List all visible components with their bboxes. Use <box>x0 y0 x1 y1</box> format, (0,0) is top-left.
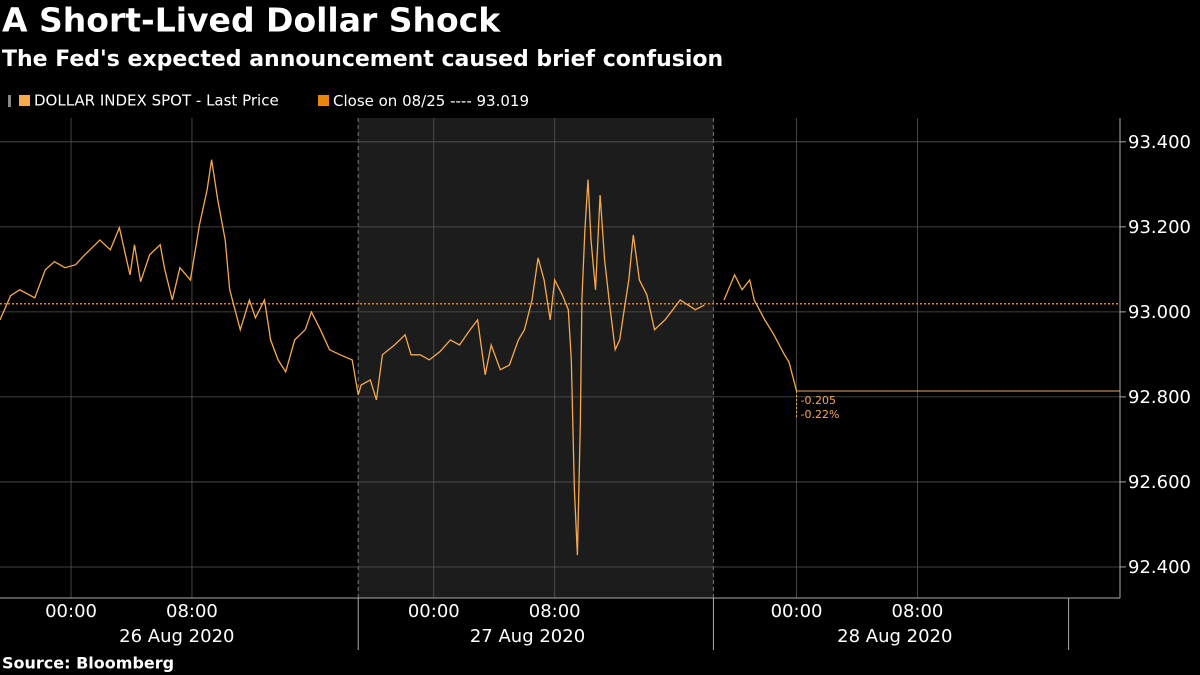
legend-swatch <box>8 95 11 107</box>
date-label: 26 Aug 2020 <box>119 626 234 647</box>
legend-swatch <box>318 95 329 106</box>
change-label: -0.22% <box>801 408 840 421</box>
date-label: 27 Aug 2020 <box>470 626 585 647</box>
x-tick-label: 08:00 <box>166 601 218 622</box>
session-shade <box>358 118 714 598</box>
x-tick-label: 00:00 <box>45 601 97 622</box>
legend-value: 93.019 <box>477 92 530 110</box>
price-line <box>0 159 798 556</box>
legend-swatch <box>19 95 30 106</box>
y-tick-label: 92.600 <box>1128 472 1191 493</box>
legend-label: Close on 08/25 ---- <box>333 92 472 110</box>
x-tick-label: 00:00 <box>771 601 823 622</box>
legend-label: DOLLAR INDEX SPOT - Last Price <box>34 92 279 110</box>
y-tick-label: 92.800 <box>1128 387 1191 408</box>
legend-label: Close on 08/25 ---- 93.019 <box>333 92 529 110</box>
y-tick-label: 93.000 <box>1128 302 1191 323</box>
x-tick-label: 08:00 <box>529 601 581 622</box>
date-label: 28 Aug 2020 <box>837 626 952 647</box>
source: Source: Bloomberg <box>2 654 174 673</box>
y-tick-label: 93.400 <box>1128 132 1191 153</box>
chart-title: A Short-Lived Dollar Shock <box>2 1 501 40</box>
change-label: -0.205 <box>801 394 836 407</box>
chart-subtitle: The Fed's expected announcement caused b… <box>2 47 723 72</box>
y-tick-label: 92.400 <box>1128 557 1191 578</box>
x-tick-label: 00:00 <box>408 601 460 622</box>
x-tick-label: 08:00 <box>892 601 944 622</box>
y-tick-label: 93.200 <box>1128 217 1191 238</box>
